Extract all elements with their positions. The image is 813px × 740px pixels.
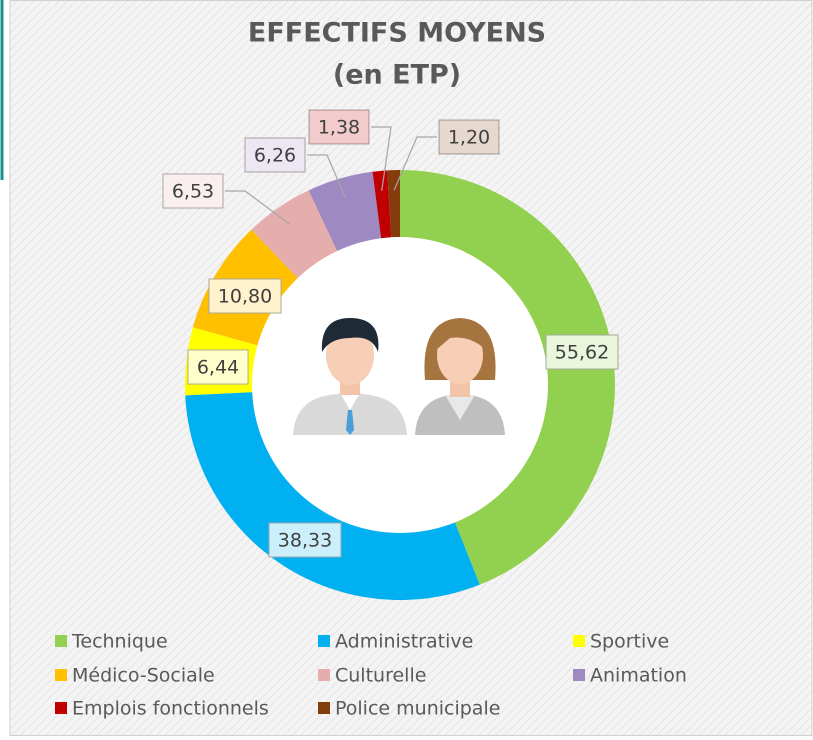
legend-swatch [318,669,330,681]
legend-label: Police municipale [335,698,500,720]
value-label: 38,33 [278,530,332,552]
legend-label: Technique [71,631,168,653]
legend-label: Sportive [590,631,669,653]
legend-swatch [573,669,585,681]
legend-swatch [55,702,67,714]
data-label: 6,44 [188,350,248,384]
legend-swatch [318,702,330,714]
value-label: 6,26 [254,145,296,167]
data-label: 1,20 [439,120,499,154]
legend-label: Médico-Sociale [72,665,215,687]
value-label: 1,20 [448,127,490,149]
legend-label: Culturelle [335,665,426,687]
value-label: 6,44 [197,357,239,379]
legend-swatch [573,635,585,647]
data-label: 55,62 [546,335,618,369]
legend-label: Administrative [335,631,473,653]
chart-title: EFFECTIFS MOYENS [248,18,546,49]
legend-swatch [55,669,67,681]
legend-label: Emplois fonctionnels [72,698,269,720]
value-label: 55,62 [555,342,609,364]
legend-swatch [318,635,330,647]
data-label: 6,53 [163,174,223,208]
chart-title: (en ETP) [333,60,461,91]
data-label: 10,80 [209,279,281,313]
value-label: 10,80 [218,286,272,308]
legend-swatch [55,635,67,647]
value-label: 1,38 [318,117,360,139]
value-label: 6,53 [172,181,214,203]
legend-label: Animation [590,665,687,687]
donut-hole [252,237,548,533]
chart: EFFECTIFS MOYENS (en ETP) 55,62 38,33 6,44… [0,0,813,736]
data-label: 6,26 [245,138,305,172]
data-label: 1,38 [309,110,369,144]
data-label: 38,33 [269,523,341,557]
